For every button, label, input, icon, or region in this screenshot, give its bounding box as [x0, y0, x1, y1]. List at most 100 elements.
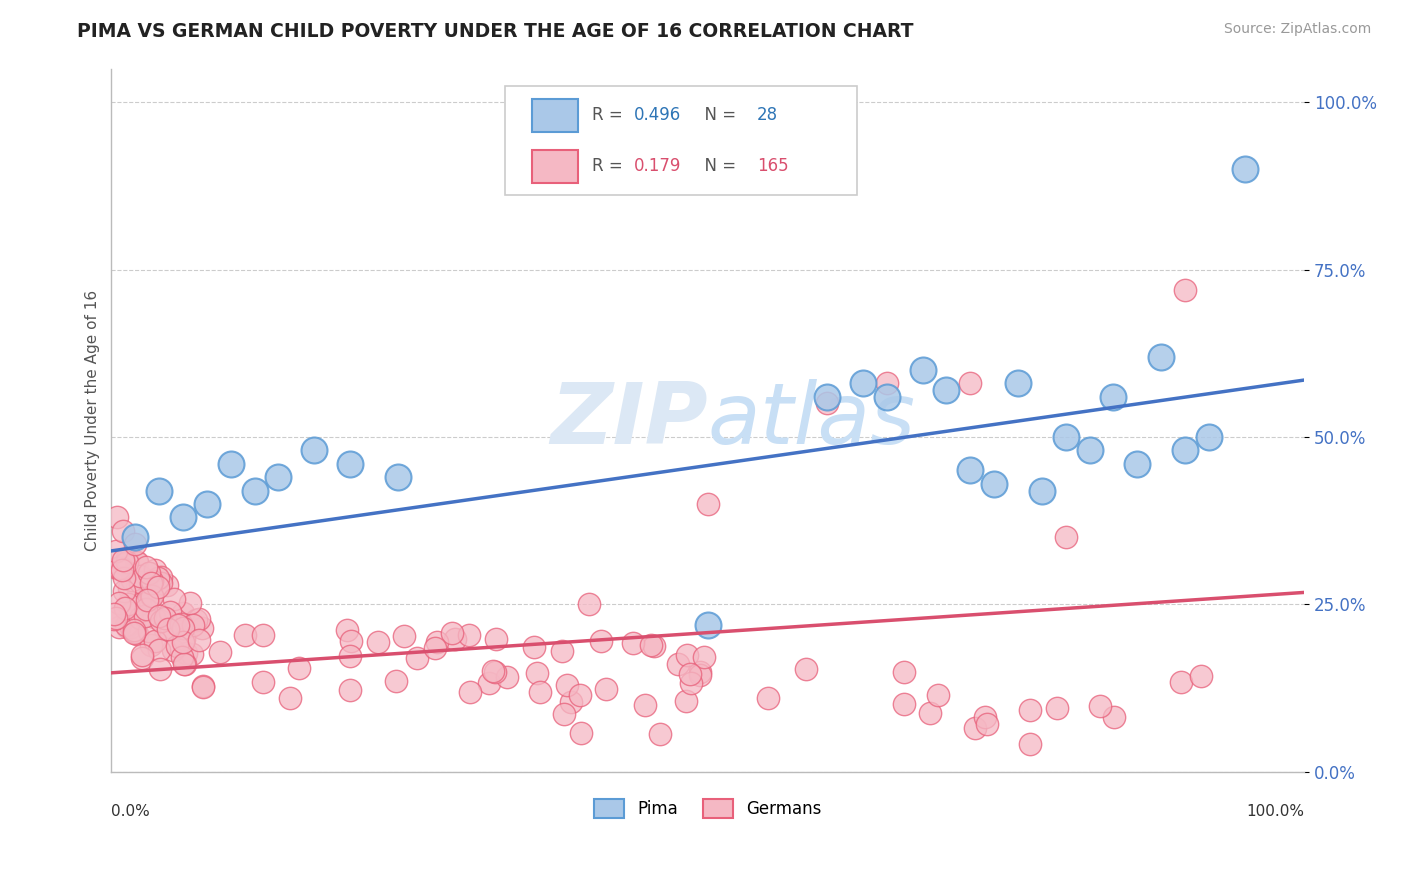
- Point: [135, 602, 157, 616]
- Text: N =: N =: [693, 105, 741, 124]
- Text: 0.0%: 0.0%: [111, 804, 150, 819]
- Point: [124, 623, 146, 637]
- Point: [569, 688, 592, 702]
- Point: [184, 613, 207, 627]
- Point: [1174, 443, 1197, 458]
- Point: [336, 624, 359, 638]
- Point: [458, 685, 481, 699]
- Point: [852, 376, 875, 391]
- Point: [166, 617, 188, 632]
- Point: [127, 557, 149, 571]
- Point: [111, 563, 134, 577]
- Point: [143, 563, 166, 577]
- Text: atlas: atlas: [707, 379, 915, 462]
- Bar: [533, 99, 578, 132]
- Point: [1019, 703, 1042, 717]
- Point: [444, 632, 467, 647]
- Point: [1150, 350, 1173, 364]
- Point: [141, 590, 163, 604]
- Point: [108, 620, 131, 634]
- Point: [156, 623, 179, 637]
- Point: [267, 470, 290, 484]
- Point: [392, 628, 415, 642]
- Point: [131, 651, 153, 665]
- Point: [756, 690, 779, 705]
- Point: [526, 666, 548, 681]
- Point: [815, 390, 838, 404]
- Point: [149, 576, 172, 591]
- Point: [1189, 669, 1212, 683]
- Point: [1102, 390, 1125, 404]
- Point: [148, 608, 170, 623]
- Point: [143, 610, 166, 624]
- Point: [141, 574, 163, 588]
- Point: [208, 645, 231, 659]
- Point: [139, 638, 162, 652]
- Point: [124, 625, 146, 640]
- Point: [149, 614, 172, 628]
- Legend: Pima, Germans: Pima, Germans: [588, 793, 828, 825]
- Point: [163, 622, 186, 636]
- Point: [121, 573, 143, 587]
- Point: [621, 636, 644, 650]
- Point: [278, 691, 301, 706]
- Point: [1019, 737, 1042, 751]
- Point: [173, 657, 195, 672]
- FancyBboxPatch shape: [505, 87, 856, 195]
- Point: [693, 650, 716, 665]
- Point: [166, 640, 188, 654]
- Point: [339, 648, 361, 663]
- Text: PIMA VS GERMAN CHILD POVERTY UNDER THE AGE OF 16 CORRELATION CHART: PIMA VS GERMAN CHILD POVERTY UNDER THE A…: [77, 22, 914, 41]
- Point: [1078, 443, 1101, 458]
- Point: [482, 664, 505, 678]
- Point: [115, 620, 138, 634]
- Point: [117, 581, 139, 595]
- Point: [1046, 701, 1069, 715]
- Point: [387, 470, 409, 484]
- Point: [141, 590, 163, 604]
- Point: [959, 463, 981, 477]
- Point: [181, 618, 204, 632]
- Point: [149, 662, 172, 676]
- Point: [111, 561, 134, 575]
- Point: [1054, 531, 1077, 545]
- Point: [643, 639, 665, 653]
- Point: [180, 647, 202, 661]
- Point: [252, 674, 274, 689]
- Point: [551, 644, 574, 658]
- Point: [127, 626, 149, 640]
- Point: [120, 620, 142, 634]
- Point: [959, 376, 981, 391]
- Point: [138, 566, 160, 580]
- Point: [128, 611, 150, 625]
- Text: 100.0%: 100.0%: [1246, 804, 1305, 819]
- Point: [974, 710, 997, 724]
- Point: [112, 584, 135, 599]
- Text: Source: ZipAtlas.com: Source: ZipAtlas.com: [1223, 22, 1371, 37]
- Point: [149, 576, 172, 591]
- Point: [148, 483, 170, 498]
- Point: [187, 633, 209, 648]
- Point: [170, 616, 193, 631]
- Point: [666, 657, 689, 671]
- Point: [139, 576, 162, 591]
- Point: [485, 632, 508, 646]
- Point: [170, 650, 193, 665]
- Point: [496, 670, 519, 684]
- Point: [105, 544, 128, 558]
- Point: [191, 680, 214, 694]
- Point: [696, 497, 718, 511]
- Point: [696, 617, 718, 632]
- Point: [103, 612, 125, 626]
- Text: ZIP: ZIP: [550, 379, 707, 462]
- Point: [124, 531, 146, 545]
- Point: [893, 665, 915, 680]
- Point: [120, 606, 142, 620]
- Point: [339, 683, 361, 698]
- Point: [233, 628, 256, 642]
- Point: [589, 633, 612, 648]
- Point: [111, 552, 134, 566]
- Point: [339, 634, 361, 648]
- Point: [103, 607, 125, 622]
- Point: [174, 646, 197, 660]
